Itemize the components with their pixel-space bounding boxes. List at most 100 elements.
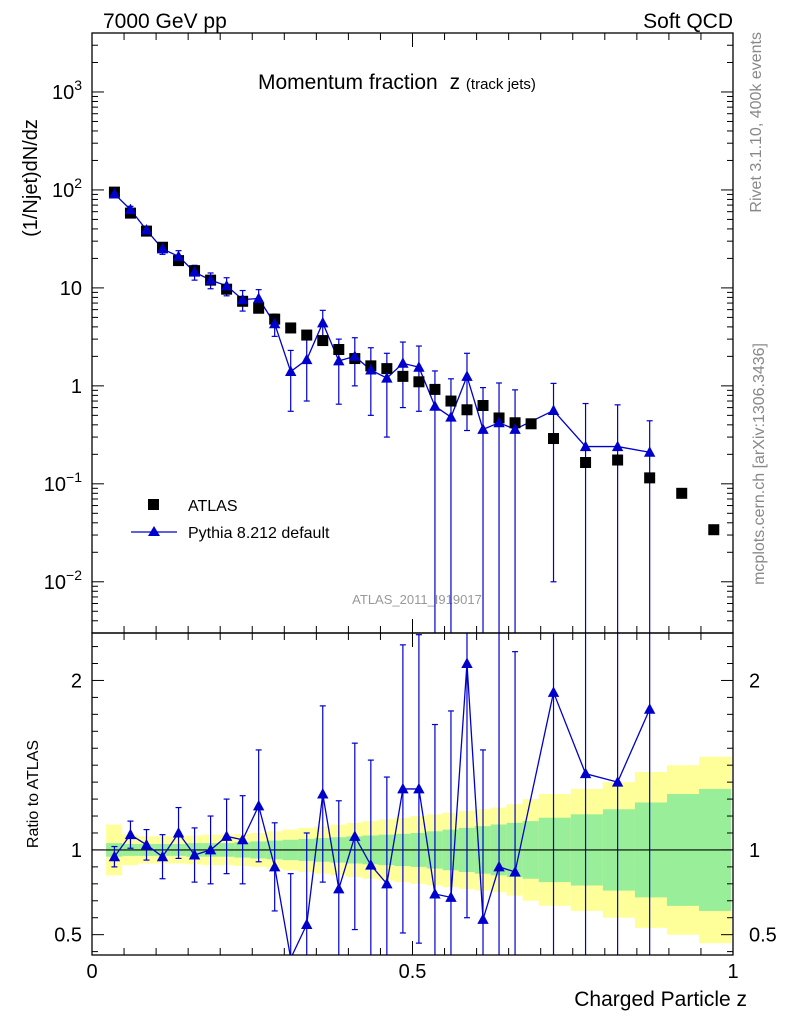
- y-tick-label: 103: [52, 77, 82, 104]
- chart-title-variable: z: [450, 71, 461, 94]
- atlas-data-point: [612, 454, 624, 466]
- mc-data-point: [236, 293, 249, 305]
- atlas-data-point: [676, 487, 688, 499]
- atlas-data-point: [477, 400, 489, 412]
- atlas-data-point: [301, 329, 313, 341]
- legend-mc-marker: [148, 526, 160, 536]
- ratio-data-point: [140, 838, 153, 850]
- atlas-data-point: [397, 370, 409, 382]
- main-frame: [91, 32, 734, 634]
- ratio-y-tick-label: 2: [71, 670, 82, 692]
- atlas-data-point: [525, 418, 537, 430]
- x-tick-label: 1: [727, 961, 738, 983]
- ratio-y-tick-label-right: 2: [749, 670, 760, 692]
- atlas-data-point: [285, 322, 297, 334]
- ratio-data-point: [188, 849, 201, 860]
- ratio-data-point: [429, 887, 441, 899]
- mc-data-point: [381, 372, 393, 383]
- mc-data-point: [124, 203, 137, 215]
- mc-data-point: [220, 279, 233, 291]
- y-tick-label: 10−1: [44, 469, 82, 496]
- mc-data-point: [493, 416, 505, 428]
- atlas-data-point: [445, 395, 457, 407]
- mc-data-point: [204, 274, 217, 285]
- atlas-data-point: [253, 302, 265, 314]
- ratio-data-point: [108, 850, 121, 862]
- mc-data-point: [547, 404, 560, 416]
- mc-data-point: [643, 446, 656, 457]
- ratio-data-point: [349, 830, 361, 841]
- ratio-data-point: [509, 865, 521, 877]
- energy-label: 7000 GeV pp: [103, 10, 227, 33]
- y-tick-label: 102: [52, 175, 82, 202]
- ratio-y-tick-label-right: 0.5: [749, 925, 777, 947]
- x-tick-label: 0.5: [399, 961, 427, 983]
- mc-series-line: [113, 193, 650, 453]
- mc-data-point: [252, 292, 265, 303]
- ratio-data-point: [268, 860, 281, 872]
- analysis-label: ATLAS_2011_I919017: [352, 592, 482, 607]
- y-tick-label: 10: [60, 278, 82, 300]
- ratio-data-point: [172, 826, 185, 838]
- mc-data-point: [108, 187, 121, 199]
- ratio-data-point: [236, 833, 249, 845]
- ratio-y-tick-label-right: 1: [749, 840, 760, 862]
- atlas-data-point: [317, 335, 329, 347]
- ratio-data-point: [611, 776, 624, 787]
- ratio-data-point: [381, 877, 393, 889]
- source-label: mcplots.cern.ch [arXiv:1306.3436]: [751, 343, 768, 585]
- mc-data-point: [301, 353, 313, 365]
- atlas-data-point: [509, 417, 521, 429]
- ratio-data-point: [547, 686, 560, 697]
- mc-data-point: [413, 361, 425, 372]
- mc-data-point: [268, 317, 281, 329]
- mc-data-point: [365, 364, 377, 375]
- ratio-data-point: [365, 859, 377, 870]
- ratio-data-point: [643, 703, 656, 714]
- chart-title: Momentum fraction z (track jets): [258, 71, 536, 94]
- mc-data-point: [397, 357, 409, 368]
- mc-data-point: [285, 365, 297, 377]
- ratio-data-point: [333, 882, 345, 894]
- mc-data-point: [611, 440, 624, 452]
- atlas-data-point: [333, 344, 345, 356]
- mc-data-point: [188, 266, 201, 277]
- x-tick-label: 0: [86, 961, 97, 983]
- process-label: Soft QCD: [643, 10, 733, 33]
- atlas-data-point: [708, 524, 720, 536]
- ratio-y-axis-label: Ratio to ATLAS: [25, 740, 42, 848]
- legend-data-marker: [148, 499, 159, 510]
- ratio-data-point: [477, 913, 489, 924]
- ratio-uncertainty-bands: [92, 756, 733, 944]
- mc-data-point: [156, 242, 169, 254]
- ratio-data-point: [461, 657, 473, 669]
- mc-data-point: [429, 400, 441, 411]
- ratio-data-point: [317, 788, 329, 799]
- chart-title-subscript: (track jets): [466, 76, 536, 93]
- mc-data-point: [140, 223, 153, 235]
- mc-data-point: [461, 370, 473, 381]
- ratio-data-point: [445, 891, 457, 902]
- ratio-data-point: [413, 782, 425, 794]
- ratio-y-tick-label: 0.5: [54, 925, 82, 947]
- y-tick-label: 10−2: [44, 567, 82, 594]
- atlas-data-point: [461, 404, 473, 416]
- legend-mc-label: Pythia 8.212 default: [188, 525, 330, 542]
- atlas-data-point: [429, 383, 441, 395]
- ratio-data-point: [220, 830, 233, 841]
- x-axis-label: Charged Particle z: [574, 988, 747, 1011]
- ratio-data-point: [493, 860, 505, 872]
- legend: ATLAS Pythia 8.212 default: [131, 498, 330, 542]
- chart-title-text: Momentum fraction: [258, 71, 438, 94]
- ratio-y-tick-label: 1: [71, 840, 82, 862]
- atlas-data-point: [644, 472, 656, 484]
- y-tick-label: 1: [71, 376, 82, 398]
- legend-data-label: ATLAS: [188, 498, 238, 515]
- atlas-data-point: [580, 457, 592, 469]
- mc-data-point: [579, 440, 592, 452]
- ratio-data-point: [252, 799, 265, 811]
- mc-data-point: [509, 423, 521, 434]
- mc-data-point: [349, 350, 361, 361]
- ratio-data-point: [301, 918, 313, 929]
